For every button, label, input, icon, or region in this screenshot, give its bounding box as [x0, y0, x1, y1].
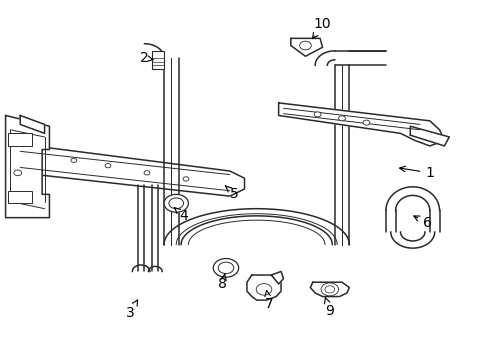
Circle shape — [338, 116, 345, 121]
Text: 4: 4 — [174, 207, 187, 223]
Text: 9: 9 — [324, 298, 334, 318]
Text: 8: 8 — [218, 274, 226, 291]
Polygon shape — [246, 275, 281, 300]
Circle shape — [144, 171, 150, 175]
Circle shape — [314, 112, 321, 117]
Circle shape — [299, 41, 311, 50]
Circle shape — [168, 198, 183, 209]
Bar — [152, 51, 163, 69]
Circle shape — [14, 170, 21, 176]
Circle shape — [362, 120, 369, 125]
Text: 6: 6 — [413, 216, 431, 230]
Polygon shape — [310, 282, 348, 297]
Circle shape — [163, 194, 188, 212]
Text: 2: 2 — [140, 51, 153, 65]
Polygon shape — [278, 103, 444, 146]
Bar — [8, 191, 32, 203]
Text: 1: 1 — [399, 166, 433, 180]
Circle shape — [256, 284, 271, 295]
Polygon shape — [5, 116, 49, 218]
Circle shape — [218, 262, 233, 274]
Text: 3: 3 — [125, 300, 137, 320]
Text: 10: 10 — [312, 17, 331, 39]
Polygon shape — [271, 271, 283, 284]
Text: 5: 5 — [225, 186, 239, 201]
Polygon shape — [10, 144, 244, 196]
Circle shape — [183, 177, 188, 181]
Polygon shape — [409, 126, 448, 146]
Circle shape — [321, 283, 338, 296]
Bar — [8, 134, 32, 146]
Circle shape — [325, 286, 334, 293]
Polygon shape — [290, 39, 322, 56]
Circle shape — [213, 258, 238, 277]
Text: 7: 7 — [264, 291, 273, 311]
Circle shape — [71, 158, 77, 162]
Polygon shape — [20, 116, 44, 134]
Circle shape — [105, 163, 111, 168]
